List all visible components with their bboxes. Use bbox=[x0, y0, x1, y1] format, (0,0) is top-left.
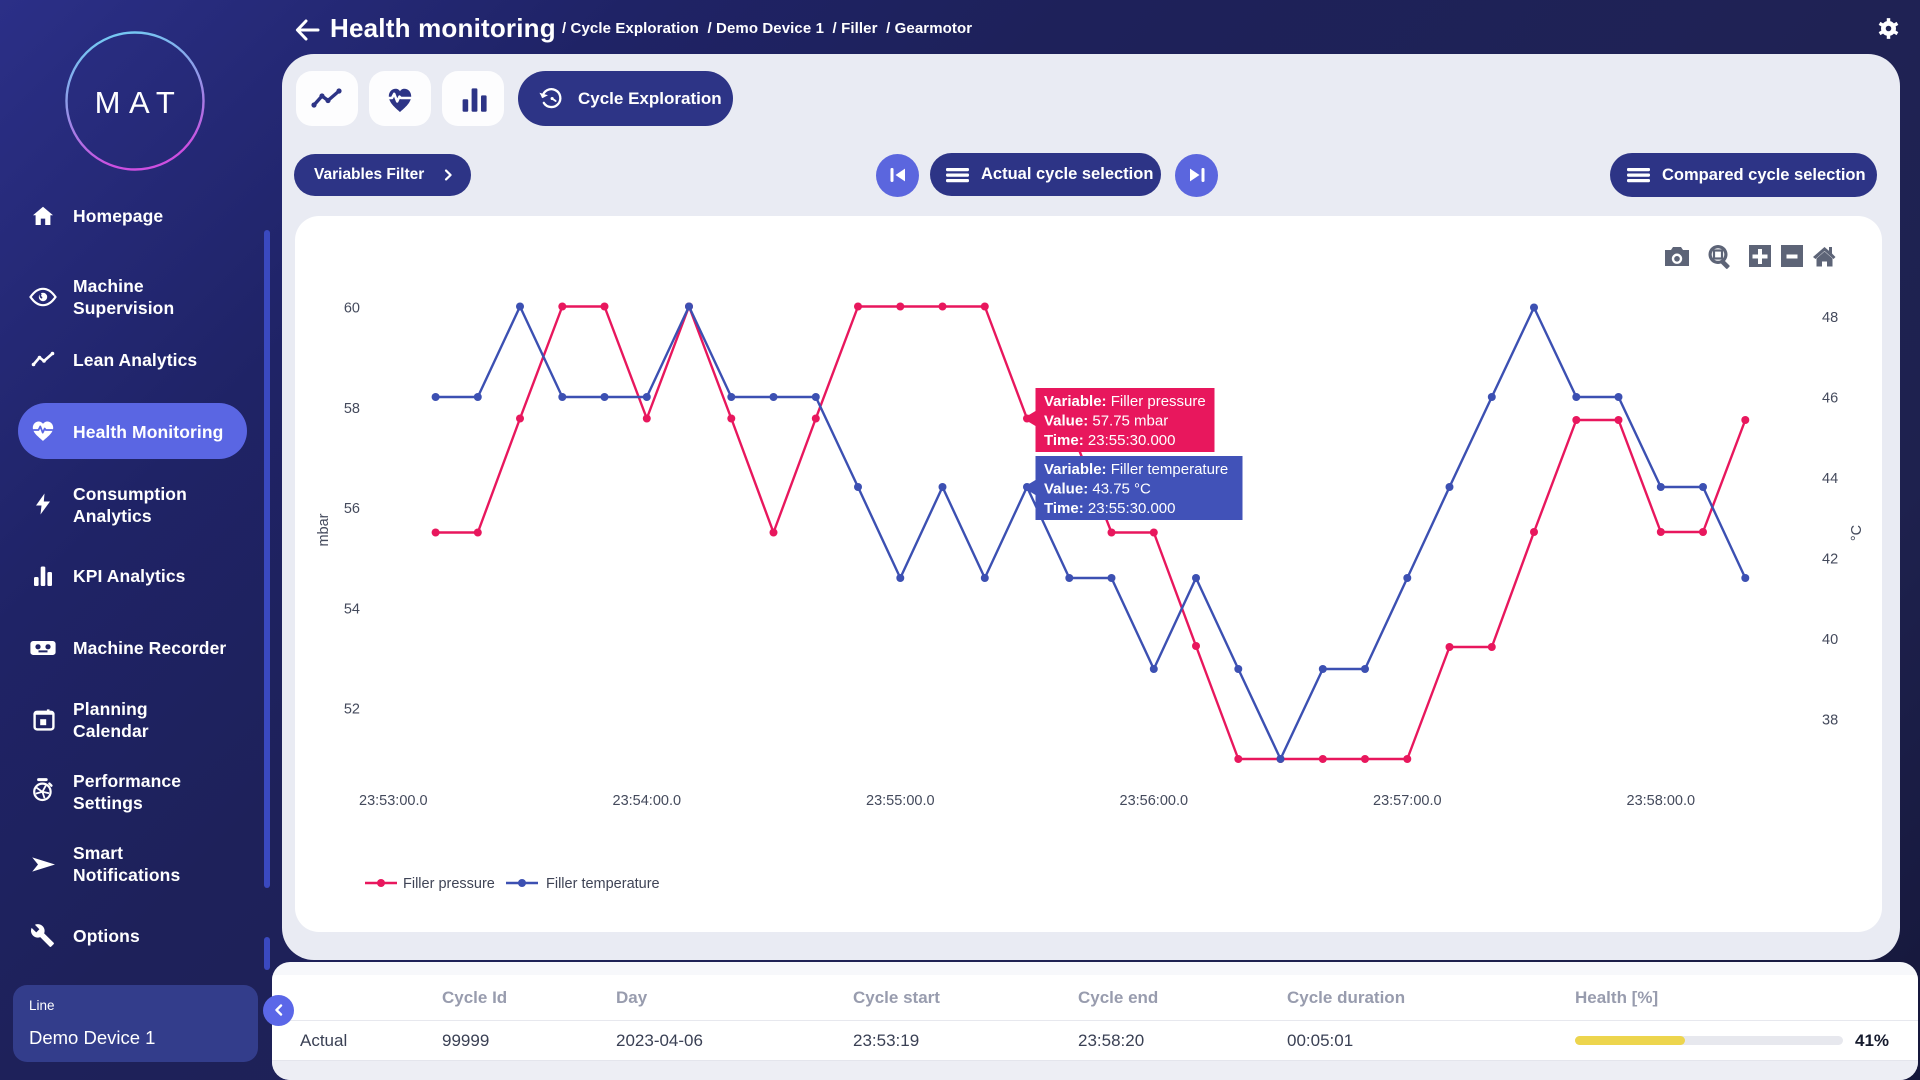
svg-text:°C: °C bbox=[1849, 525, 1865, 541]
svg-text:23:55:00.0: 23:55:00.0 bbox=[866, 793, 935, 809]
svg-text:52: 52 bbox=[344, 702, 360, 718]
svg-text:60: 60 bbox=[344, 301, 360, 317]
svg-text:Filler temperature: Filler temperature bbox=[546, 876, 660, 892]
svg-text:Filler pressure: Filler pressure bbox=[403, 876, 495, 892]
svg-text:Time: 23:55:30.000: Time: 23:55:30.000 bbox=[1044, 500, 1176, 517]
svg-text:44: 44 bbox=[1822, 471, 1838, 487]
svg-text:MAT: MAT bbox=[95, 85, 184, 120]
svg-text:23:54:00.0: 23:54:00.0 bbox=[613, 793, 682, 809]
svg-text:40: 40 bbox=[1822, 632, 1838, 648]
svg-text:Variable: Filler pressure: Variable: Filler pressure bbox=[1044, 393, 1206, 410]
svg-text:38: 38 bbox=[1822, 713, 1838, 729]
svg-text:54: 54 bbox=[344, 601, 360, 617]
svg-text:Value: 43.75 °C: Value: 43.75 °C bbox=[1044, 481, 1151, 498]
svg-text:23:53:00.0: 23:53:00.0 bbox=[359, 793, 428, 809]
svg-text:23:57:00.0: 23:57:00.0 bbox=[1373, 793, 1442, 809]
svg-text:48: 48 bbox=[1822, 310, 1838, 326]
svg-text:42: 42 bbox=[1822, 552, 1838, 568]
svg-text:46: 46 bbox=[1822, 391, 1838, 407]
svg-text:Time: 23:55:30.000: Time: 23:55:30.000 bbox=[1044, 432, 1176, 449]
svg-text:58: 58 bbox=[344, 401, 360, 417]
svg-text:23:58:00.0: 23:58:00.0 bbox=[1627, 793, 1696, 809]
svg-text:56: 56 bbox=[344, 501, 360, 517]
svg-text:23:56:00.0: 23:56:00.0 bbox=[1120, 793, 1189, 809]
svg-text:mbar: mbar bbox=[316, 513, 332, 546]
svg-text:Value: 57.75 mbar: Value: 57.75 mbar bbox=[1044, 413, 1168, 430]
svg-text:Variable: Filler temperature: Variable: Filler temperature bbox=[1044, 461, 1228, 478]
